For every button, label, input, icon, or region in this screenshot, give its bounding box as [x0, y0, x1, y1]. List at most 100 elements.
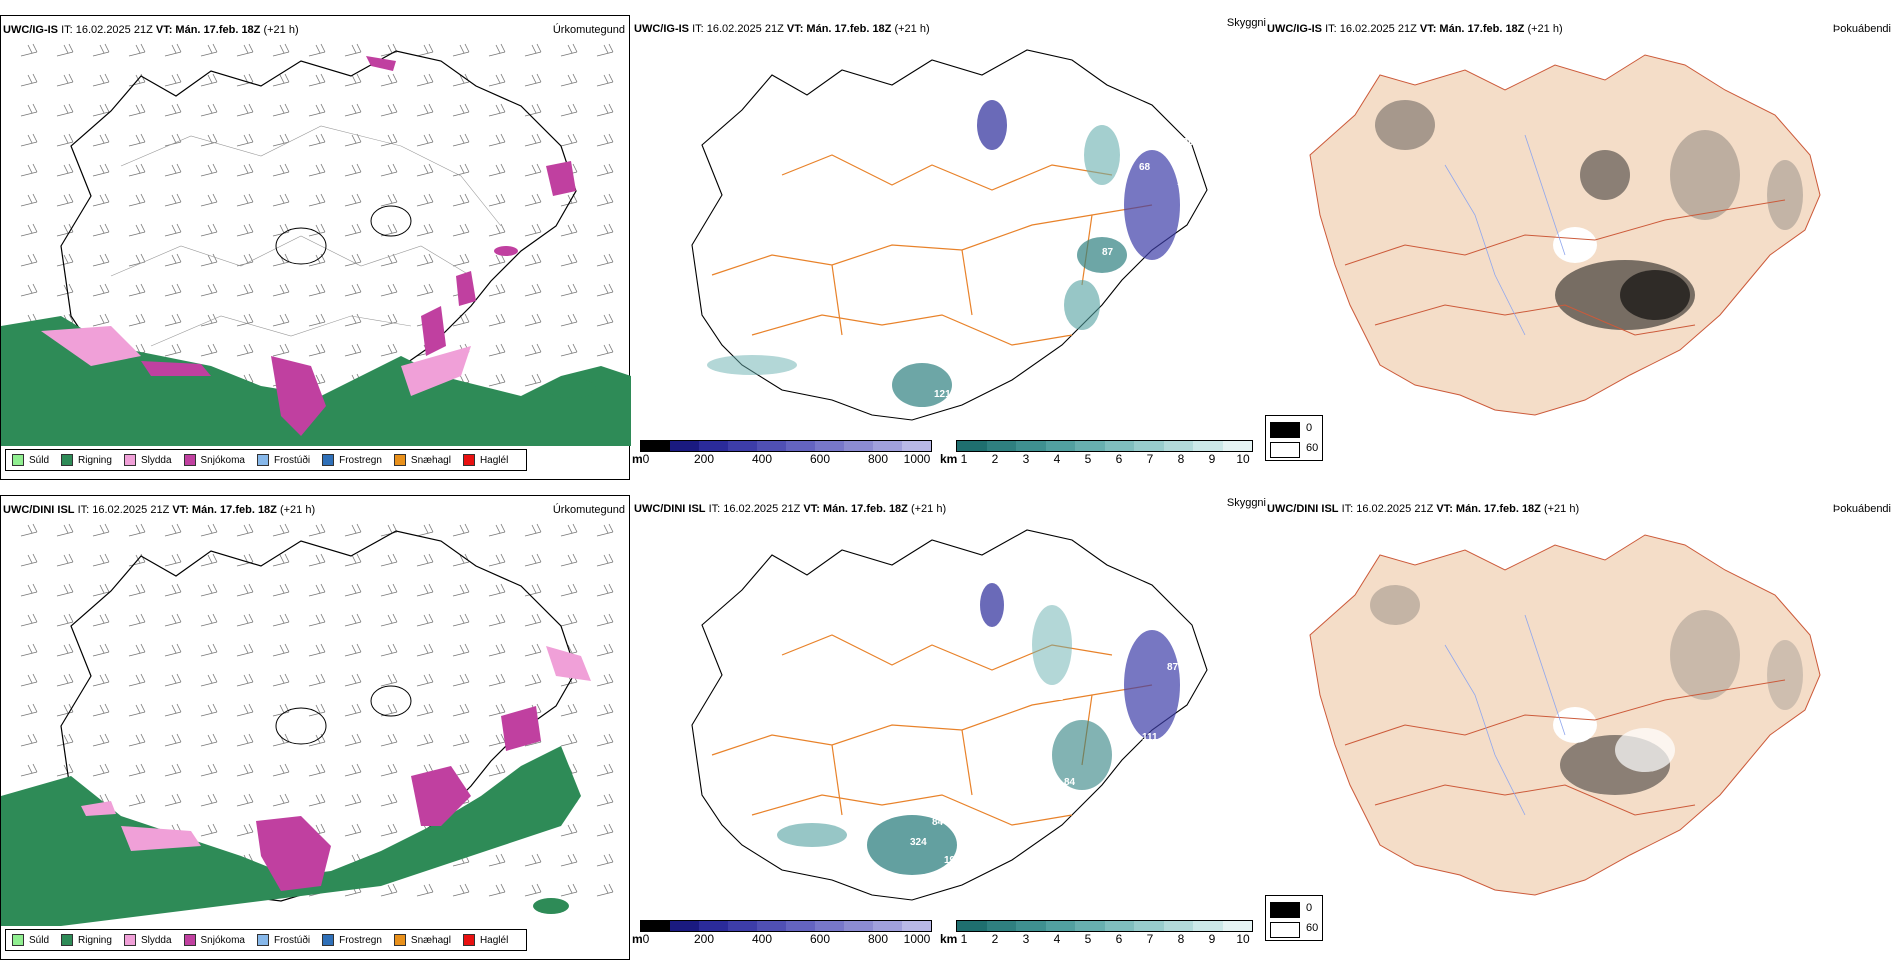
visibility-tick: 6 [1115, 452, 1123, 466]
cloud-base-tick: 800 [867, 932, 889, 946]
legend-swatch [322, 934, 335, 946]
cloud-label: 84 [932, 817, 944, 828]
visibility-tick: 8 [1177, 452, 1185, 466]
fog-legend-swatch [1270, 902, 1300, 918]
legend-swatch [61, 454, 74, 466]
cloud-label: 68 [1139, 162, 1151, 173]
legend-item: Rigning [61, 934, 112, 946]
legend-item: Frostúði [256, 934, 310, 946]
legend-swatch [462, 454, 475, 466]
cloud-label: 121 [1177, 177, 1194, 188]
precip-areas [1, 646, 591, 926]
precip-type-legend: Súld Rigning Slydda Snjókoma Frostúði Fr… [5, 929, 528, 951]
fog-legend: 0 60 [1265, 415, 1323, 461]
precip-type-panel-row1: UWC/IG-IS IT: 16.02.2025 21Z VT: Mán. 17… [0, 15, 631, 480]
legend-item: Snæhagl [393, 454, 451, 466]
visibility-tick: 7 [1146, 452, 1154, 466]
fog-legend-low: 0 [1306, 422, 1313, 434]
legend-item: Haglél [462, 934, 508, 946]
fog-legend-high: 60 [1306, 922, 1319, 934]
legend-item: Snæhagl [393, 934, 451, 946]
cloud-label: 139 [1054, 262, 1071, 273]
fog-panel-row1: UWC/IG-IS IT: 16.02.2025 21Z VT: Mán. 17… [1265, 15, 1895, 480]
panel-title: UWC/DINI ISL IT: 16.02.2025 21Z VT: Mán.… [634, 503, 947, 515]
cloud-label: 87 [1102, 247, 1114, 258]
cloud-label: 69 [1177, 632, 1189, 643]
visibility-tick: 10 [1236, 452, 1250, 466]
legend-item: Snjókoma [183, 454, 245, 466]
panel-type-label: Skyggni [1226, 17, 1266, 29]
cloud-base-tick: 200 [693, 452, 715, 466]
visibility-tick: 2 [991, 932, 999, 946]
cloud-label: 22 [1052, 692, 1064, 703]
visibility-tick: 5 [1084, 452, 1092, 466]
panel-type-label: Úrkomutegund [552, 504, 625, 516]
cloud-label: 111 [1142, 732, 1158, 743]
legend-item: Rigning [61, 454, 112, 466]
panel-type-label: Úrkomutegund [552, 24, 625, 36]
cloud-base-tick: 400 [751, 452, 773, 466]
cloud-label: 87 [1167, 662, 1179, 673]
visibility-unit: km [940, 932, 958, 946]
cloud-base-colorbar: m 0 200 400 600 800 1000 [632, 440, 932, 466]
legend-item: Slydda [123, 454, 172, 466]
legend-swatch [12, 454, 24, 466]
cloud-label: 33 [1060, 327, 1072, 338]
visibility-tick: 7 [1146, 932, 1154, 946]
fog-areas [1370, 585, 1803, 795]
cloud-label: 324 [910, 837, 927, 848]
cloud-base-tick: 400 [751, 932, 773, 946]
legend-item: Frostregn [322, 934, 382, 946]
panel-type-label: Þokuábendi [1832, 23, 1891, 35]
precip-map [1, 523, 614, 926]
cloud-panel-row1: UWC/IG-IS IT: 16.02.2025 21Z VT: Mán. 17… [632, 15, 1266, 480]
panel-title: UWC/IG-IS IT: 16.02.2025 21Z VT: Mán. 17… [3, 24, 299, 36]
legend-item: Frostregn [322, 454, 382, 466]
legend-swatch [123, 934, 136, 946]
legend-swatch [393, 454, 406, 466]
cloud-base-labels: 63 68 106 106 121 87 139 121 33 84 [934, 87, 1194, 400]
visibility-tick: 5 [1084, 932, 1092, 946]
cloud-label: 325 [1060, 799, 1077, 810]
fog-legend: 0 60 [1265, 895, 1323, 941]
legend-swatch [256, 454, 269, 466]
visibility-colorbar: km 1 2 3 4 5 6 7 8 9 10 [940, 920, 1253, 946]
fog-legend-swatch [1270, 442, 1300, 458]
visibility-tick: 1 [960, 932, 968, 946]
visibility-tick: 9 [1208, 932, 1216, 946]
cloud-panel-row2: UWC/DINI ISL IT: 16.02.2025 21Z VT: Mán.… [632, 495, 1266, 960]
precip-type-panel-row2: UWC/DINI ISL IT: 16.02.2025 21Z VT: Mán.… [0, 495, 630, 960]
fog-legend-low: 0 [1306, 902, 1313, 914]
legend-swatch [183, 934, 196, 946]
cloud-base-tick: 0 [642, 932, 650, 946]
panel-title: UWC/IG-IS IT: 16.02.2025 21Z VT: Mán. 17… [634, 23, 930, 35]
fog-map [1309, 534, 1821, 896]
visibility-bar-colors [956, 920, 1253, 932]
legend-item: Súld [12, 934, 49, 946]
cloud-label: 19 [944, 855, 956, 866]
cloud-base-tick: 800 [867, 452, 889, 466]
fog-areas [1375, 100, 1803, 330]
panel-title: UWC/DINI ISL IT: 16.02.2025 21Z VT: Mán.… [1267, 503, 1580, 515]
visibility-tick: 6 [1115, 932, 1123, 946]
panel-type-label: Skyggni [1226, 497, 1266, 509]
visibility-unit: km [940, 452, 958, 466]
precip-type-legend: Súld Rigning Slydda Snjókoma Frostúði Fr… [5, 449, 528, 471]
legend-swatch [12, 934, 24, 946]
panel-title: UWC/DINI ISL IT: 16.02.2025 21Z VT: Mán.… [3, 504, 316, 516]
cloud-base-unit: m [632, 932, 643, 946]
visibility-tick: 2 [991, 452, 999, 466]
legend-swatch [322, 454, 335, 466]
fog-legend-swatch [1270, 422, 1300, 438]
cloud-label: 18 [1117, 587, 1129, 598]
visibility-bar-colors [956, 440, 1253, 452]
visibility-tick: 8 [1177, 932, 1185, 946]
visibility-tick: 1 [960, 452, 968, 466]
legend-swatch [183, 454, 196, 466]
cloud-base-tick: 1000 [903, 452, 931, 466]
legend-item: Frostúði [256, 454, 310, 466]
cloud-base-tick: 1000 [903, 932, 931, 946]
legend-swatch [61, 934, 74, 946]
fog-legend-high: 60 [1306, 442, 1319, 454]
precip-map [1, 43, 631, 446]
